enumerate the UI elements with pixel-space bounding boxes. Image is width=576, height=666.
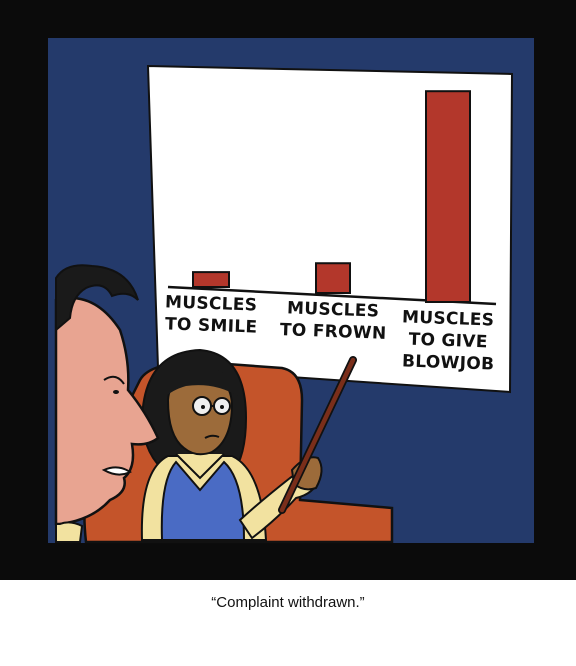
chart-bar-3 — [425, 90, 471, 303]
chart-category-label-1-line-2: TO SMILE — [165, 314, 258, 337]
chart-category-label-3-line-1: MUSCLES — [402, 307, 495, 330]
chart-bar-1 — [192, 271, 230, 288]
chart-bar-2 — [315, 262, 351, 294]
chart-category-label-2-line-1: MUSCLES — [287, 298, 380, 321]
chart-bars — [192, 90, 471, 303]
chart-category-label-1-line-1: MUSCLES — [165, 292, 258, 315]
presenter — [140, 348, 323, 541]
chart-category-label-3-line-3: BLOWJOB — [402, 351, 495, 374]
man-foreground — [54, 264, 160, 543]
chart-category-label-2-line-2: TO FROWN — [280, 320, 387, 344]
comic-caption: “Complaint withdrawn.” — [211, 594, 365, 611]
chart-category-label-3-line-2: TO GIVE — [408, 330, 488, 353]
